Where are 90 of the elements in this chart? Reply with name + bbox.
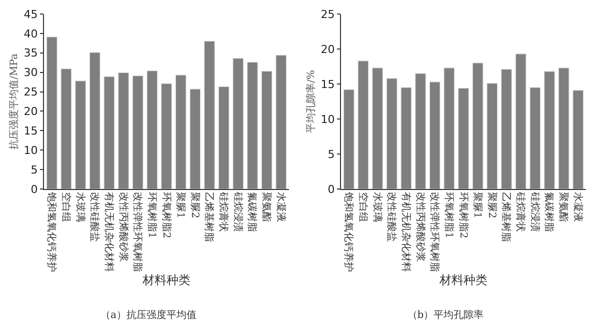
x-tick-label: 改性硅酸盐 (88, 192, 101, 242)
y-tick-label: 20 (320, 42, 335, 56)
x-tick-label: 聚氨酯 (558, 192, 570, 222)
x-tick-label: 改性硅酸盐 (386, 192, 398, 242)
x-tick-label: 有机无机杂化材料 (400, 192, 412, 272)
bar (372, 68, 383, 189)
x-tick-label: 环氧树脂1 (146, 192, 158, 238)
bar (472, 62, 484, 189)
text: （a）抗压强度平均值 (100, 308, 196, 321)
x-tick-label: 聚脲2 (188, 192, 201, 218)
y-tick-label: 15 (24, 124, 38, 138)
x-axis-title: 材料种类 (142, 272, 190, 287)
bar (429, 82, 440, 189)
y-axis-title: 平均孔隙率/% (304, 70, 317, 133)
y-tick-label: 30 (24, 66, 38, 80)
bar (218, 86, 230, 189)
bar (146, 70, 158, 189)
bar (75, 80, 86, 189)
y-tick-label: 25 (320, 8, 335, 21)
bar (544, 71, 555, 189)
y-tick-label: 20 (24, 105, 38, 118)
bar (104, 76, 115, 189)
bar (46, 36, 58, 189)
x-tick-label: 空白组 (60, 192, 72, 222)
x-tick-label: 环氧树脂2 (160, 192, 172, 238)
bar (89, 52, 100, 189)
y-tick-label: 10 (24, 144, 38, 157)
x-tick-label: 水凝液 (274, 192, 287, 222)
bar (175, 74, 186, 189)
x-tick-label: 聚脲1 (174, 192, 187, 218)
x-tick-label: 饱和氢氧化钙养护 (342, 191, 355, 272)
bar (60, 68, 72, 189)
y-tick-label: 5 (30, 163, 38, 176)
x-tick-label: 环氧树脂1 (442, 192, 455, 238)
x-tick-label: 饱和氢氧化钙养护 (46, 191, 58, 272)
x-tick-label: 水玻璃 (74, 192, 86, 222)
x-axis-title: 材料种类 (438, 272, 488, 287)
x-tick-label: 氟碳树脂 (246, 192, 258, 232)
bar (386, 78, 398, 189)
y-tick-label: 0 (328, 182, 335, 196)
bar (261, 70, 272, 189)
x-tick-label: 硅烷浸渍 (528, 191, 541, 232)
bar (190, 88, 201, 189)
x-tick-label: 改性弹性环氧树脂 (132, 192, 144, 272)
bar (572, 90, 584, 189)
x-tick-label: 聚脲2 (486, 192, 498, 218)
x-tick-label: 聚氨酯 (260, 192, 273, 222)
y-tick-label: 45 (24, 8, 38, 21)
x-tick-label: 聚脲1 (472, 192, 484, 218)
y-tick-label: 10 (320, 112, 335, 126)
bar (444, 68, 455, 189)
x-tick-label: 水玻璃 (371, 192, 384, 222)
x-tick-label: 乙烯基树脂 (500, 192, 512, 242)
x-tick-label: 硅烷膏状 (218, 191, 230, 232)
x-tick-label: 空白组 (356, 192, 369, 222)
y-axis-title: 抗压强度平均值/MPa (8, 54, 20, 150)
y-tick-label: 0 (30, 182, 38, 196)
bar (232, 58, 244, 189)
x-tick-label: 改性弹性环氧树脂 (428, 192, 441, 272)
y-tick-label: 5 (328, 148, 335, 161)
x-tick-label: 乙烯基树脂 (203, 192, 216, 242)
x-tick-label: 环氧树脂2 (457, 192, 470, 238)
x-tick-label: 改性丙烯酸砂浆 (414, 192, 426, 262)
bar (118, 72, 129, 189)
bar (204, 40, 215, 189)
y-tick-label: 25 (24, 86, 38, 99)
y-tick-label: 40 (24, 27, 38, 40)
x-tick-label: 氟碳树脂 (543, 192, 556, 232)
x-tick-label: 有机无机杂化材料 (102, 192, 115, 272)
y-tick-label: 15 (320, 78, 335, 91)
bar (247, 62, 258, 189)
bar (358, 60, 369, 189)
x-tick-label: 硅烷膏状 (514, 191, 527, 232)
bar (343, 89, 354, 189)
bar (558, 68, 570, 189)
bar (530, 87, 541, 189)
bar (132, 76, 144, 189)
bar (161, 83, 172, 189)
bar (458, 88, 469, 189)
bar (415, 73, 426, 189)
bar (515, 54, 526, 189)
x-tick-label: 硅烷浸渍 (232, 191, 244, 232)
x-tick-label: 改性丙烯酸砂浆 (117, 192, 130, 262)
bar (486, 83, 498, 189)
bar (400, 87, 412, 189)
y-tick-label: 35 (24, 46, 38, 60)
bar (501, 69, 512, 189)
text: （b）平均孔隙率 (407, 308, 484, 321)
x-tick-label: 水凝液 (572, 192, 584, 222)
bar (276, 54, 287, 189)
